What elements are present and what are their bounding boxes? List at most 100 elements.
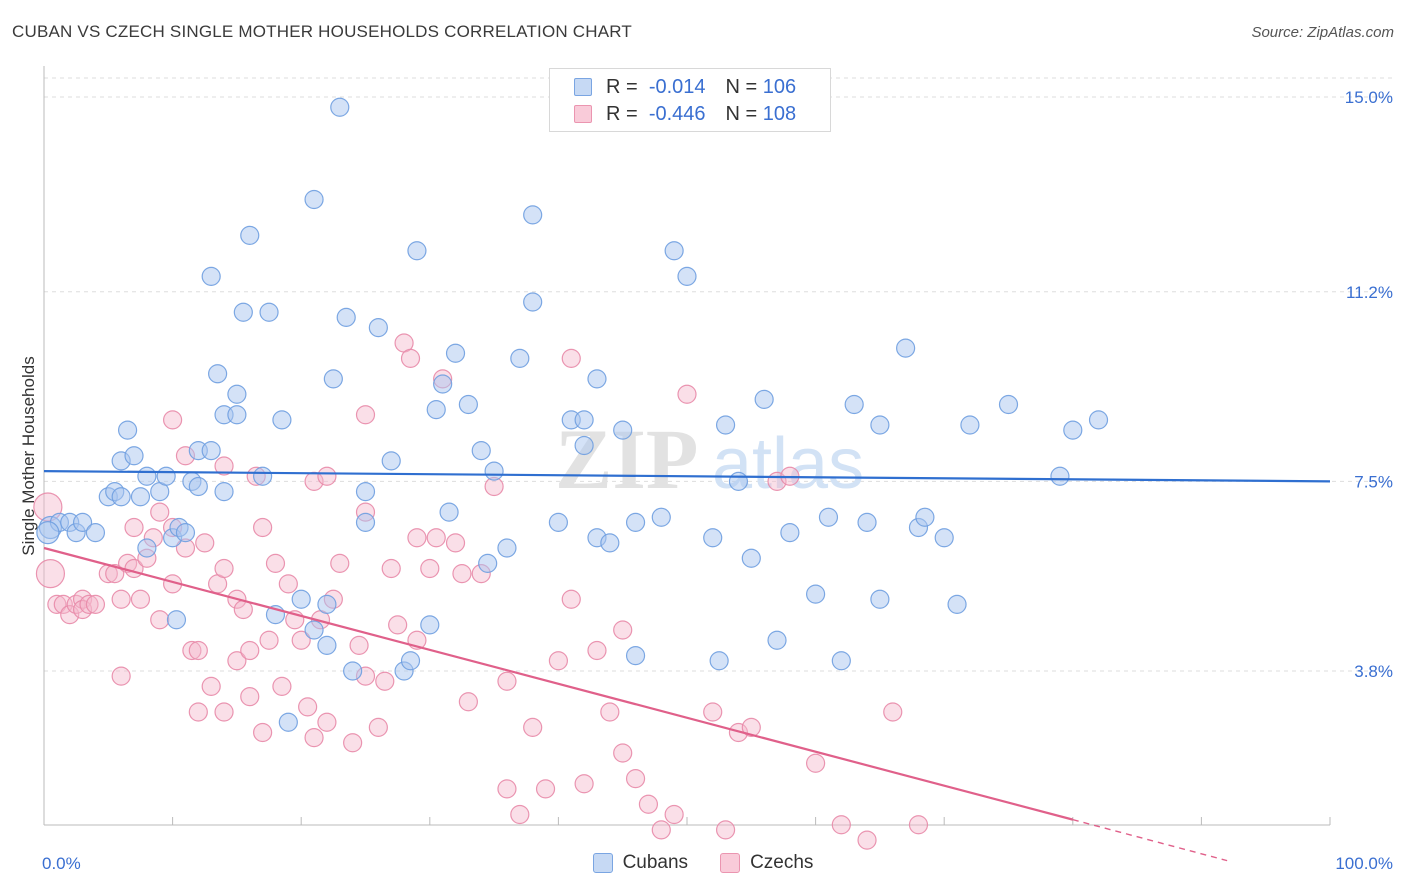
cubans-point (381, 451, 401, 471)
cubans-point (780, 523, 800, 543)
czechs-point (105, 564, 125, 584)
czechs-point (388, 615, 408, 635)
czechs-point (272, 676, 292, 696)
cubans-point (754, 389, 774, 409)
cubans-point (998, 394, 1019, 415)
czechs-point (195, 533, 215, 553)
r-value: -0.014 (648, 75, 706, 98)
czechs-point (587, 640, 607, 661)
czechs-point (130, 589, 151, 609)
cubans-point (291, 589, 311, 609)
czechs-point (497, 671, 517, 691)
trend-lines (43, 470, 1331, 862)
cubans-point (947, 594, 967, 614)
cubans-point (1063, 420, 1083, 440)
cubans-point (600, 533, 620, 553)
czechs-point (291, 630, 311, 650)
cubans-point (439, 502, 459, 522)
czechs-point (111, 589, 131, 609)
cubans-point (201, 441, 221, 461)
cubans-point (317, 635, 337, 655)
cubans-point (523, 205, 543, 225)
cubans-point (137, 538, 157, 558)
czechs-point (330, 553, 350, 573)
cubans-point (915, 507, 935, 527)
cubans-point (471, 441, 491, 461)
x-tick-label: 0.0% (42, 854, 81, 873)
czechs-point (426, 528, 446, 548)
czechs-point (85, 594, 106, 614)
czechs-point (343, 733, 363, 753)
n-value: 108 (762, 102, 797, 125)
cubans-point (208, 364, 228, 384)
y-tick-label: 3.8% (1354, 662, 1393, 681)
czechs-point (259, 630, 279, 650)
series-cubans (36, 97, 1109, 732)
czechs-point (574, 774, 594, 794)
czechs-point (651, 820, 671, 840)
cubans-point (548, 512, 569, 532)
cubans-point (407, 241, 427, 261)
cubans-point (523, 292, 543, 312)
cubans-point (445, 343, 466, 363)
cubans-point (227, 405, 247, 425)
cubans-point (420, 615, 440, 635)
cubans-point (870, 589, 890, 609)
r-label: R = (606, 75, 638, 98)
cubans-point (272, 410, 292, 430)
r-value: -0.446 (648, 102, 706, 125)
legend-label-cubans: Cubans (622, 852, 689, 873)
czechs-point (278, 574, 298, 594)
cubans-point (1050, 466, 1070, 486)
cubans-point (85, 523, 106, 543)
cubans-point (227, 384, 247, 404)
czechs-point (510, 804, 530, 825)
cubans-point (175, 523, 196, 543)
czechs-point (47, 594, 67, 614)
cubans-point (870, 415, 890, 435)
gridlines (44, 77, 1392, 672)
legend-row-cubans: R = -0.014 N = 106 (574, 75, 796, 99)
series-legend: Cubans Czechs (0, 852, 1406, 874)
cubans-point (433, 374, 453, 394)
czechs-point (625, 769, 646, 789)
axes (43, 66, 1331, 826)
cubans-point (625, 646, 646, 666)
legend-item-czechs: Czechs (720, 852, 813, 874)
cubans-point (478, 553, 498, 573)
cubans-point (137, 466, 157, 486)
cubans-point (130, 487, 151, 507)
czechs-trend-extension (1072, 818, 1228, 862)
cubans-point (574, 410, 594, 430)
cubans-point (111, 487, 131, 507)
czechs-point (72, 589, 93, 609)
cubans-point (117, 420, 138, 440)
cubans-point (510, 348, 530, 368)
cubans-point (188, 476, 208, 497)
cubans-point (278, 712, 298, 732)
cubans-swatch (592, 853, 613, 873)
cubans-point (715, 415, 736, 435)
cubans-point (336, 307, 356, 327)
czechs-point (497, 779, 517, 799)
czechs-point (561, 589, 581, 609)
cubans-point (844, 394, 864, 415)
czechs-point (124, 517, 144, 538)
cubans-point (304, 620, 324, 640)
czechs-point (150, 610, 170, 630)
czechs-point (182, 640, 202, 661)
cubans-point (587, 369, 607, 389)
czechs-point (613, 620, 633, 640)
czechs-point (60, 605, 80, 625)
series-czechs (33, 333, 929, 850)
cubans-point (368, 318, 388, 338)
cubans-point (201, 266, 221, 286)
y-tick-label: 11.2% (1346, 283, 1393, 302)
czechs-point (188, 702, 208, 722)
y-tick-label: 7.5% (1354, 472, 1393, 491)
cubans-point (458, 394, 478, 415)
cubans-point (818, 507, 839, 527)
cubans-point (317, 594, 337, 614)
czechs-point (111, 666, 131, 686)
y-tick-label: 15.0% (1345, 88, 1393, 107)
